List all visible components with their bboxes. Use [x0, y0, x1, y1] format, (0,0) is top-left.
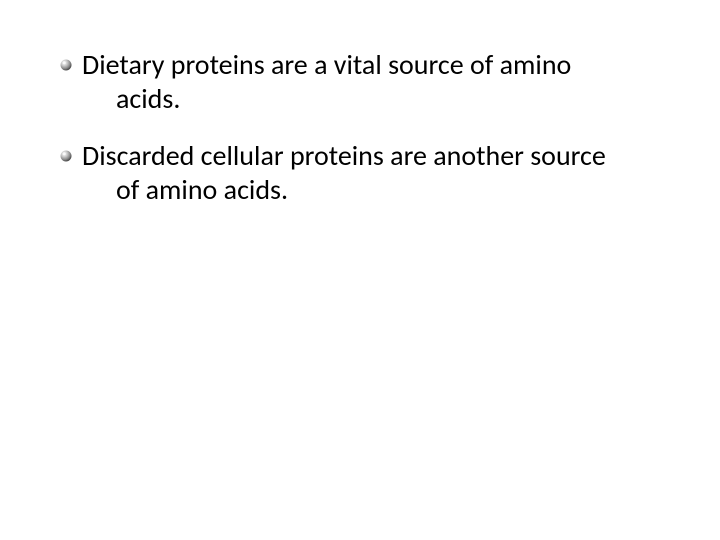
list-item: Dietary proteins are a vital source of a… [60, 48, 660, 115]
bullet-line-1: Dietary proteins are a vital source of a… [82, 48, 660, 82]
bullet-line-2: of amino acids. [82, 173, 660, 207]
sphere-bullet-icon [60, 150, 74, 164]
bullet-text: Dietary proteins are a vital source of a… [82, 48, 660, 115]
sphere-bullet-icon [60, 59, 74, 73]
bullet-line-1: Discarded cellular proteins are another … [82, 139, 660, 173]
slide-body: Dietary proteins are a vital source of a… [0, 0, 720, 540]
bullet-line-2: acids. [82, 82, 660, 116]
bullet-text: Discarded cellular proteins are another … [82, 139, 660, 206]
list-item: Discarded cellular proteins are another … [60, 139, 660, 206]
